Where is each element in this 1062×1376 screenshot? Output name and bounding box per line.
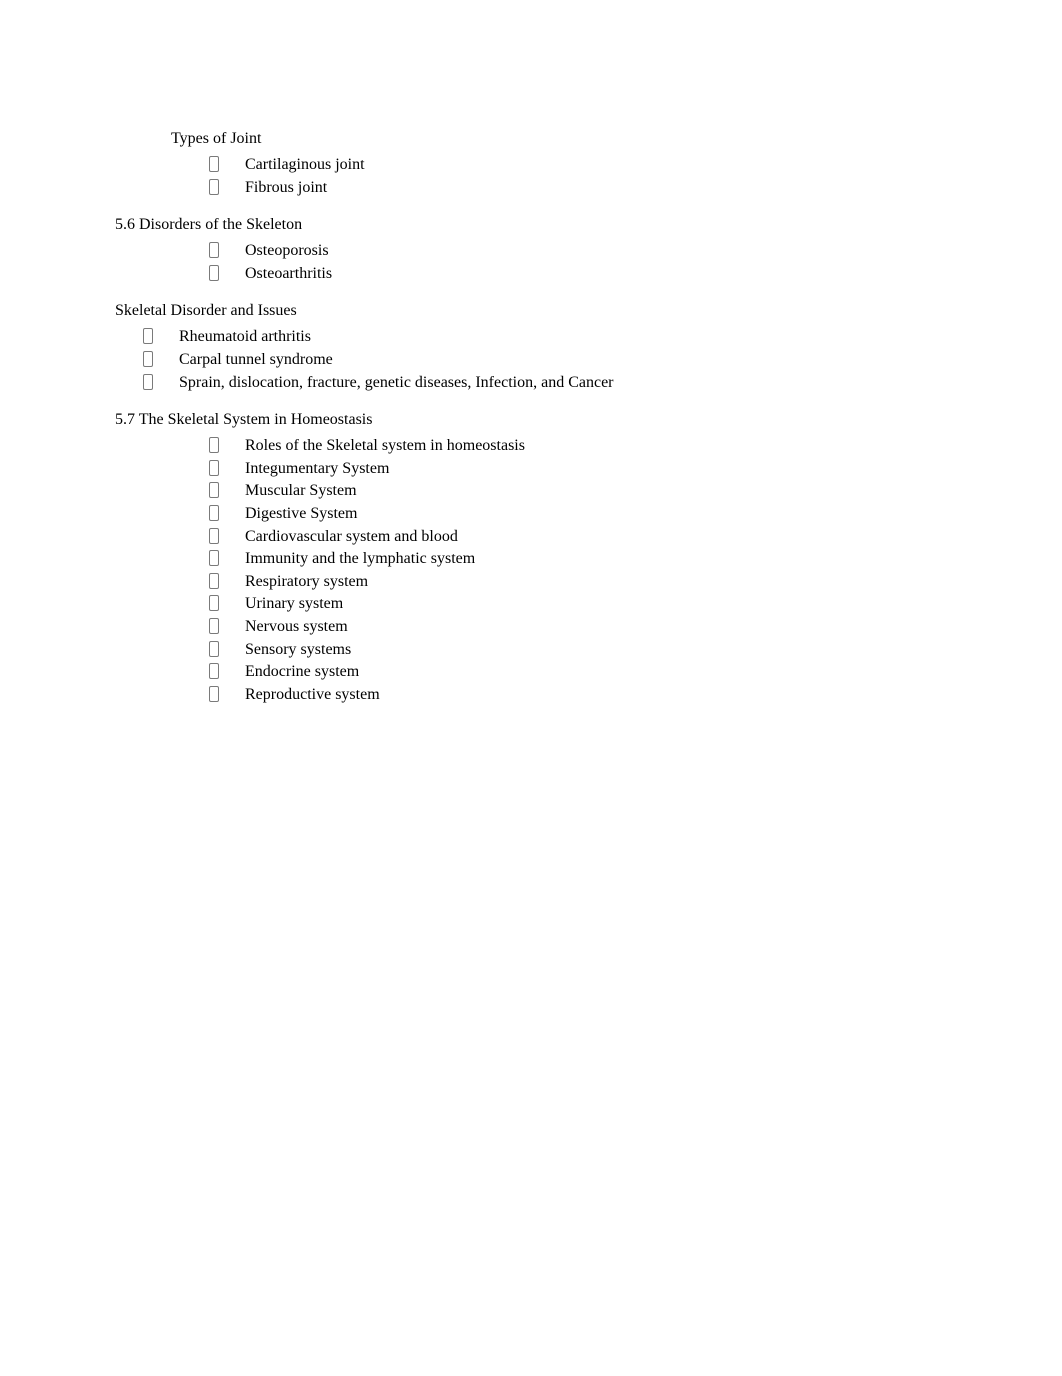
heading-joint-types: Types of Joint xyxy=(171,130,947,148)
list-item: Cartilaginous joint xyxy=(209,154,947,176)
list-item: Integumentary System xyxy=(209,458,947,480)
list-item: Cardiovascular system and blood xyxy=(209,526,947,548)
list-item: Carpal tunnel syndrome xyxy=(143,349,947,371)
list-disorders: Osteoporosis Osteoarthritis xyxy=(209,240,947,284)
heading-disorders: 5.6 Disorders of the Skeleton xyxy=(115,216,947,234)
list-item: Osteoarthritis xyxy=(209,263,947,285)
list-item: Sensory systems xyxy=(209,639,947,661)
list-joint-types: Cartilaginous joint Fibrous joint xyxy=(209,154,947,198)
list-item: Digestive System xyxy=(209,503,947,525)
heading-skeletal-issues: Skeletal Disorder and Issues xyxy=(115,302,947,320)
list-item: Nervous system xyxy=(209,616,947,638)
list-item: Muscular System xyxy=(209,480,947,502)
list-item: Respiratory system xyxy=(209,571,947,593)
list-item: Osteoporosis xyxy=(209,240,947,262)
list-item: Reproductive system xyxy=(209,684,947,706)
list-item: Sprain, dislocation, fracture, genetic d… xyxy=(143,372,947,394)
list-item: Urinary system xyxy=(209,593,947,615)
list-item: Endocrine system xyxy=(209,661,947,683)
list-item: Roles of the Skeletal system in homeosta… xyxy=(209,435,947,457)
heading-homeostasis: 5.7 The Skeletal System in Homeostasis xyxy=(115,411,947,429)
list-item: Immunity and the lymphatic system xyxy=(209,548,947,570)
list-item: Fibrous joint xyxy=(209,177,947,199)
list-homeostasis: Roles of the Skeletal system in homeosta… xyxy=(209,435,947,705)
list-skeletal-issues: Rheumatoid arthritis Carpal tunnel syndr… xyxy=(143,326,947,393)
list-item: Rheumatoid arthritis xyxy=(143,326,947,348)
